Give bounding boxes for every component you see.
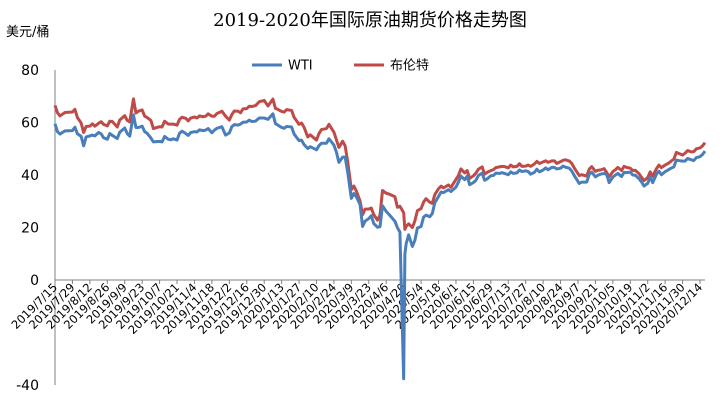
y-tick-label: 20: [21, 221, 39, 237]
series-line-wti: [53, 112, 707, 381]
series-line-brent: [53, 97, 707, 231]
axes: -400204060802019/7/152019/7/292019/8/122…: [9, 63, 706, 394]
legend-label-brent: 布伦特: [390, 59, 429, 74]
y-axis-unit-label: 美元/桶: [6, 25, 49, 40]
plot-lines: [53, 97, 707, 381]
y-tick-label: 80: [21, 63, 39, 79]
legend: WTI 布伦特: [252, 59, 429, 74]
y-tick-label: 40: [21, 168, 39, 184]
y-tick-label: -40: [16, 378, 39, 394]
y-tick-label: 60: [21, 116, 39, 132]
chart-title: 2019-2020年国际原油期货价格走势图: [213, 10, 527, 31]
y-tick-label: 0: [30, 273, 39, 289]
legend-label-wti: WTI: [288, 59, 313, 74]
